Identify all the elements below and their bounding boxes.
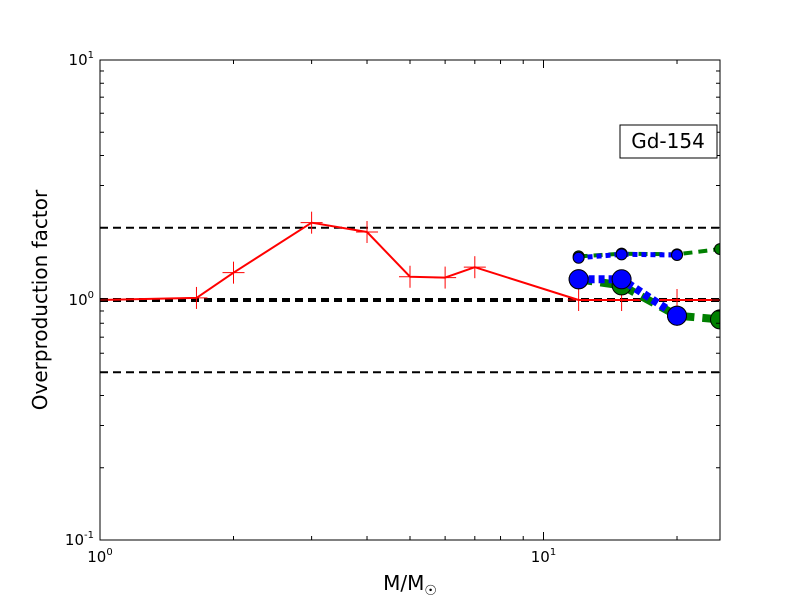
series-layer bbox=[100, 211, 720, 330]
axis-ticks bbox=[99, 59, 720, 541]
data-point bbox=[611, 269, 632, 290]
x-axis-label-text: M/M bbox=[383, 571, 424, 595]
data-point bbox=[710, 309, 720, 330]
x-tick-label: 101 bbox=[531, 547, 556, 566]
data-point bbox=[434, 266, 457, 289]
data-point bbox=[463, 256, 486, 279]
sun-symbol-icon: ☉ bbox=[424, 583, 437, 599]
data-point bbox=[568, 269, 589, 290]
data-point bbox=[572, 251, 585, 264]
data-point bbox=[667, 305, 688, 326]
data-point bbox=[300, 211, 323, 234]
y-axis-label: Overproduction factor bbox=[28, 189, 52, 410]
data-point bbox=[671, 248, 684, 261]
series-4 bbox=[568, 269, 688, 326]
data-point bbox=[714, 243, 720, 256]
series-line-2 bbox=[578, 275, 720, 324]
y-tick-label: 101 bbox=[69, 50, 94, 69]
x-tick-label: 100 bbox=[87, 547, 112, 566]
data-point bbox=[615, 248, 628, 261]
plot-frame bbox=[99, 59, 721, 541]
x-axis-label: M/M☉ bbox=[383, 571, 437, 599]
annotation-label: Gd-154 bbox=[631, 129, 705, 153]
data-point bbox=[356, 221, 379, 244]
data-point bbox=[222, 261, 245, 284]
data-point bbox=[399, 265, 421, 288]
data-point bbox=[567, 289, 590, 311]
y-tick-label: 100 bbox=[69, 290, 94, 309]
y-tick-label: 10-1 bbox=[65, 530, 94, 549]
data-point bbox=[185, 286, 208, 309]
annotation-box: Gd-154 bbox=[619, 124, 718, 159]
series-3 bbox=[572, 248, 684, 264]
